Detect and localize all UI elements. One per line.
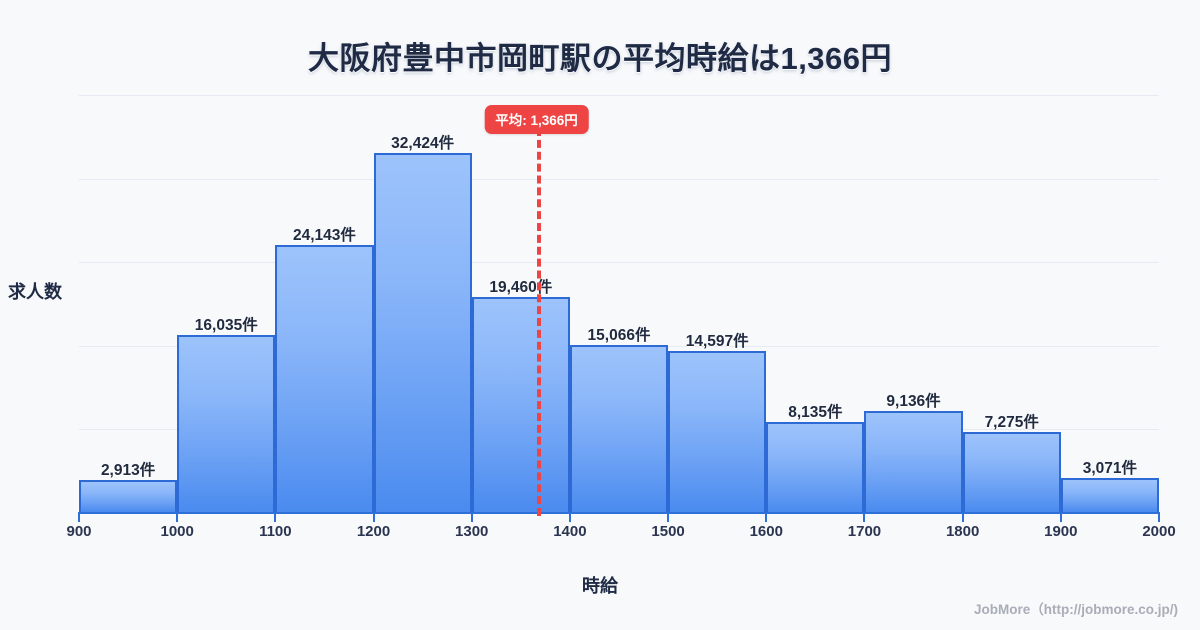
bar-value-label: 19,460件 xyxy=(489,278,553,296)
bar-value-label: 15,066件 xyxy=(587,327,651,345)
x-axis-tick-mark xyxy=(78,513,80,522)
bar-value-label: 24,143件 xyxy=(292,227,356,245)
bar-value-label: 2,913件 xyxy=(100,461,156,479)
bar-value-label: 3,071件 xyxy=(1082,460,1138,478)
y-axis-title: 求人数 xyxy=(8,282,62,302)
bar[interactable] xyxy=(373,153,472,512)
bar-value-label: 9,136件 xyxy=(886,392,941,410)
x-axis-tick-mark xyxy=(470,513,473,522)
bar[interactable] xyxy=(569,345,669,512)
bar-value-label: 8,135件 xyxy=(788,404,843,422)
bar[interactable] xyxy=(962,431,1061,512)
x-axis-tick-mark xyxy=(765,513,768,522)
x-axis-tick-mark xyxy=(961,513,964,522)
bar[interactable] xyxy=(471,296,570,512)
x-axis-tick-label: 1800 xyxy=(945,523,980,540)
x-axis-tick-mark xyxy=(1158,513,1160,522)
bar[interactable] xyxy=(275,245,374,512)
x-axis-tick-mark xyxy=(863,513,866,522)
bar[interactable] xyxy=(864,410,963,512)
average-badge: 平均: 1,366円 xyxy=(484,105,589,134)
gridline xyxy=(79,178,1159,180)
bar-value-label: 7,275件 xyxy=(984,413,1039,431)
bar-value-label: 16,035件 xyxy=(194,316,258,334)
x-axis-tick-label: 1200 xyxy=(356,523,391,540)
x-axis-title: 時給 xyxy=(582,576,618,596)
x-axis-tick-mark xyxy=(274,513,277,522)
x-axis-tick-label: 1600 xyxy=(749,523,783,540)
footer-credit: JobMore（http://jobmore.co.jp/) xyxy=(974,602,1178,617)
x-axis-tick-mark xyxy=(1059,513,1062,522)
bar[interactable] xyxy=(766,422,865,512)
bar[interactable] xyxy=(177,334,276,512)
x-axis-line xyxy=(78,512,1160,514)
x-axis-tick-mark xyxy=(176,513,179,522)
x-axis-tick-mark xyxy=(568,513,571,522)
bar-value-label: 14,597件 xyxy=(685,332,749,350)
bar[interactable] xyxy=(79,479,178,512)
x-axis-tick-label: 2000 xyxy=(1142,523,1176,540)
bar-value-label: 32,424件 xyxy=(391,135,455,153)
gridline xyxy=(79,95,1159,96)
bar[interactable] xyxy=(1060,478,1159,512)
bar[interactable] xyxy=(668,350,767,512)
x-axis-tick-label: 1300 xyxy=(455,523,489,540)
x-axis-tick-label: 1500 xyxy=(651,523,685,540)
average-line xyxy=(536,128,541,516)
x-axis-tick-label: 1700 xyxy=(847,523,882,540)
x-axis-tick-label: 1900 xyxy=(1044,523,1078,540)
page-title: 大阪府豊中市岡町駅の平均時給は1,366円 xyxy=(307,41,893,76)
x-axis-tick-label: 1100 xyxy=(259,523,292,540)
x-axis-tick-mark xyxy=(667,513,670,522)
gridline xyxy=(79,262,1159,264)
x-axis-tick-mark xyxy=(372,513,375,522)
plot-area: 2,913件 16,035件 24,143件 32,424件 19,460件 15,066… xyxy=(78,95,1160,514)
x-axis-tick-label: 900 xyxy=(66,523,92,540)
x-axis-tick-label: 1400 xyxy=(553,523,587,540)
x-axis-tick-label: 1000 xyxy=(160,523,194,540)
